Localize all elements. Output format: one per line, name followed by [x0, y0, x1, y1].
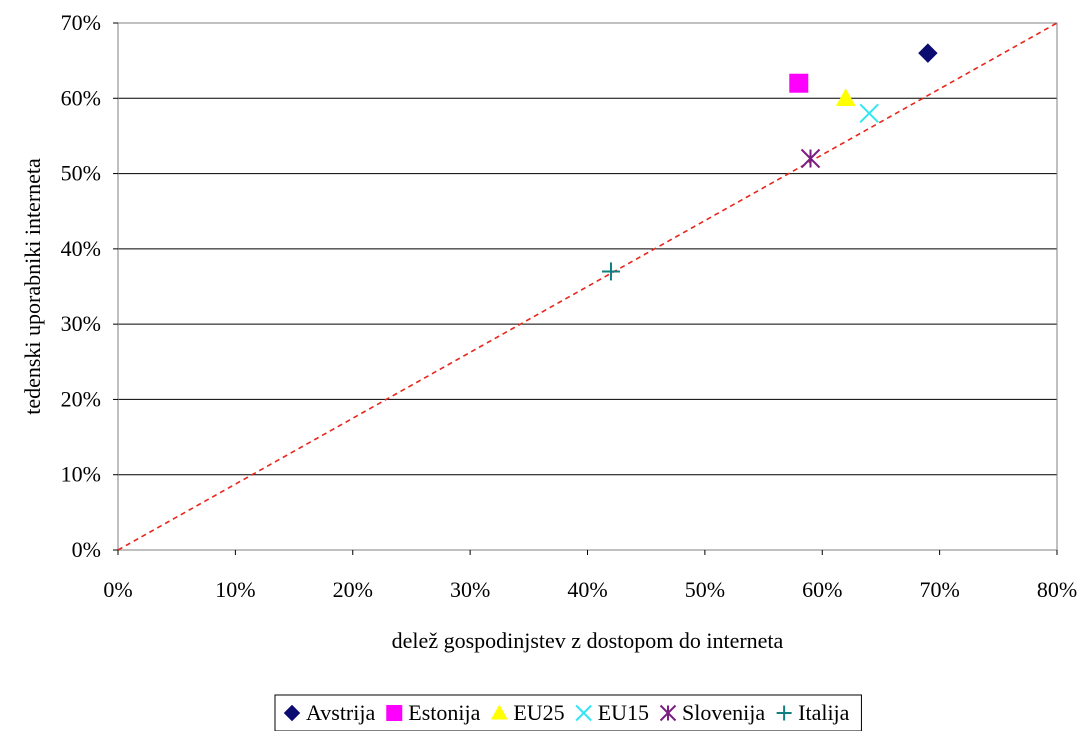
- x-tick-label: 50%: [685, 577, 725, 602]
- y-tick-label: 20%: [61, 386, 101, 411]
- y-tick-label: 60%: [61, 85, 101, 110]
- x-tick-label: 10%: [215, 577, 255, 602]
- y-tick-label: 70%: [61, 10, 101, 35]
- y-tick-label: 10%: [61, 462, 101, 487]
- data-point: [601, 262, 620, 281]
- legend-label: Slovenija: [682, 700, 765, 725]
- data-point: [835, 88, 856, 106]
- legend-marker: [659, 704, 677, 722]
- x-tick-label: 40%: [567, 577, 607, 602]
- legend-label: Estonija: [408, 700, 480, 725]
- x-tick-label: 70%: [919, 577, 959, 602]
- x-tick-label: 60%: [802, 577, 842, 602]
- reference-line-layer: [117, 22, 1058, 551]
- data-point: [918, 43, 938, 63]
- data-point: [789, 73, 809, 93]
- legend-marker: [575, 704, 592, 722]
- legend-marker: [386, 705, 403, 721]
- y-tick-label: 0%: [72, 537, 101, 562]
- y-tick-label: 40%: [61, 236, 101, 261]
- legend-label: EU15: [598, 700, 649, 725]
- legend-marker: [491, 704, 508, 720]
- y-tick-label: 30%: [61, 311, 101, 336]
- y-axis-title: tedenski uporabniki interneta: [20, 158, 45, 415]
- x-axis-ticks: 0% 10% 20% 30% 40% 50% 60% 70% 80%: [103, 550, 1077, 602]
- x-tick-label: 20%: [333, 577, 373, 602]
- legend-label: Italija: [798, 700, 850, 725]
- data-point: [859, 103, 879, 124]
- legend-label: EU25: [513, 700, 564, 725]
- x-axis-title: delež gospodinjstev z dostopom do intern…: [392, 628, 784, 653]
- legend: Avstrija Estonija EU25 EU15 Slovenija Italija: [274, 694, 862, 732]
- data-points: [601, 43, 938, 281]
- legend-marker: [776, 705, 792, 721]
- y-axis-ticks: 0% 10% 20% 30% 40% 50% 60% 70%: [61, 10, 118, 562]
- x-tick-label: 0%: [103, 577, 132, 602]
- data-point: [800, 148, 821, 169]
- x-tick-label: 80%: [1037, 577, 1077, 602]
- x-tick-label: 30%: [450, 577, 490, 602]
- grid-lines: [118, 22, 1057, 476]
- y-tick-label: 50%: [61, 161, 101, 186]
- legend-marker: [283, 704, 301, 722]
- legend-label: Avstrija: [306, 700, 375, 725]
- reference-line: [117, 22, 1058, 551]
